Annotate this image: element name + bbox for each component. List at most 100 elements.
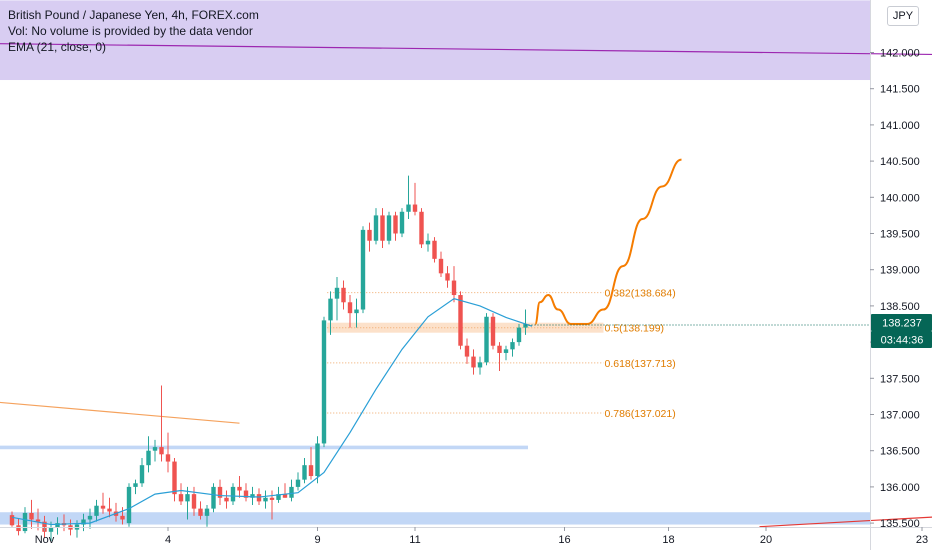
candle-down [107, 508, 112, 512]
candle-down [237, 486, 242, 491]
time-tick-label: 9 [314, 534, 320, 546]
projection-layer [525, 158, 870, 326]
candle-down [29, 512, 34, 520]
candle-up [250, 494, 255, 498]
time-tick-label: 11 [409, 534, 420, 546]
candle-down [172, 461, 177, 495]
candle-down [308, 465, 314, 477]
candle-down [42, 521, 47, 532]
time-tick-label: 18 [662, 534, 674, 546]
candle-down [120, 515, 125, 520]
candle-up [22, 512, 28, 532]
candle-up [523, 324, 528, 328]
time-axis[interactable]: Nov 4 9 11 16 18 20 23 [35, 527, 928, 546]
price-tick-label: 135.500 [880, 518, 920, 530]
fib-level-label: 0.618(137.713) [605, 358, 676, 370]
chart-legend: British Pound / Japanese Yen, 4h, FOREX.… [8, 7, 259, 55]
candle-down [438, 258, 444, 274]
price-tick-label: 139.000 [880, 265, 920, 277]
candle-up [295, 479, 301, 487]
candle-down [347, 302, 353, 314]
candle-up [302, 465, 307, 480]
candle-up [360, 229, 366, 310]
candle-down [419, 211, 424, 245]
last-price-box [871, 314, 932, 331]
time-tick-label: 23 [916, 534, 928, 546]
candle-up [185, 494, 190, 502]
candle-down [9, 515, 15, 526]
price-tick-label: 138.500 [880, 301, 920, 313]
candle-up [152, 447, 158, 451]
candle-down [224, 497, 229, 502]
candle-up [510, 342, 515, 350]
candle-down [490, 316, 496, 346]
candle-up [94, 505, 99, 516]
candle-down [282, 494, 288, 498]
candle-down [16, 525, 21, 532]
price-tick-label: 137.000 [880, 410, 920, 422]
ema-layer [11, 298, 533, 526]
candle-down [471, 356, 476, 368]
symbol-title[interactable]: British Pound / Japanese Yen, 4h, FOREX.… [8, 8, 259, 22]
candle-down [393, 215, 398, 234]
candle-up [406, 204, 411, 212]
candle-down [432, 240, 437, 259]
candle-down [497, 345, 502, 353]
candle-up [87, 515, 93, 520]
fibonacci-layer: 0.382(138.684) 0.5(138.199) 0.618(137.713)… [327, 288, 676, 420]
trendline [0, 43, 932, 56]
price-tick-label: 137.500 [880, 373, 920, 385]
price-tick-label: 140.500 [880, 156, 920, 168]
last-price-marker: 138.237 03:44:36 [871, 314, 932, 348]
candle-down [243, 490, 249, 498]
candle-down [100, 505, 106, 509]
candle-down [445, 273, 450, 281]
bar-countdown-value: 03:44:36 [881, 335, 924, 347]
price-tick-label: 136.500 [880, 446, 920, 458]
candle-up [48, 527, 54, 532]
candle-up [399, 211, 405, 234]
candle-down [341, 287, 346, 303]
candle-down [458, 295, 463, 346]
candle-down [464, 345, 470, 357]
candle-down [380, 215, 385, 241]
trendlines-layer [0, 43, 932, 528]
candle-up [516, 327, 522, 343]
volume-legend[interactable]: Vol: No volume is provided by the data v… [8, 24, 253, 38]
candle-down [159, 447, 164, 455]
trendline [759, 516, 932, 528]
price-tick-label: 142.000 [880, 48, 920, 60]
support-zone [0, 445, 528, 450]
candle-up [81, 519, 86, 525]
candle-up [334, 287, 340, 299]
projection-path [534, 158, 682, 325]
candle-down [35, 519, 41, 522]
fib-level-label: 0.786(137.021) [605, 408, 676, 420]
candle-up [126, 486, 132, 524]
candle-up [139, 465, 145, 484]
candle-up [503, 349, 509, 353]
candle-down [451, 280, 457, 296]
candle-up [354, 309, 359, 314]
candle-up [230, 486, 236, 502]
price-tick-label: 141.500 [880, 84, 920, 96]
candle-up [315, 443, 320, 477]
candle-up [146, 450, 151, 466]
candle-up [289, 486, 294, 498]
candle-up [373, 215, 379, 241]
candle-down [198, 508, 203, 516]
candle-down [217, 486, 223, 498]
candle-up [276, 494, 281, 500]
candles-layer [9, 175, 528, 542]
candle-down [256, 494, 262, 502]
candle-up [263, 497, 268, 502]
candle-up [211, 486, 216, 509]
price-axis[interactable]: 142.000 141.500 141.000 140.500 140.000 139.5… [870, 48, 920, 531]
currency-badge[interactable]: JPY [887, 6, 919, 26]
ema-legend[interactable]: EMA (21, close, 0) [8, 40, 107, 54]
time-tick-label: 20 [760, 534, 772, 546]
candle-up [55, 523, 60, 528]
support-zone [0, 512, 870, 525]
ema-line [11, 298, 533, 526]
